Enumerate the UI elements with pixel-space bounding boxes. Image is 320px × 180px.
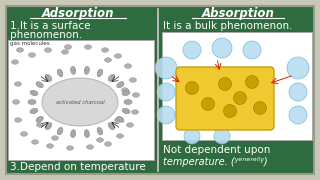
FancyBboxPatch shape <box>176 67 274 130</box>
Ellipse shape <box>86 145 93 149</box>
Ellipse shape <box>45 74 52 81</box>
Circle shape <box>157 106 175 124</box>
Circle shape <box>202 98 214 111</box>
Ellipse shape <box>122 88 129 92</box>
Ellipse shape <box>52 136 59 140</box>
Circle shape <box>243 41 261 59</box>
Ellipse shape <box>122 90 130 96</box>
Ellipse shape <box>65 45 71 49</box>
Text: activated charcoal: activated charcoal <box>56 100 104 105</box>
Ellipse shape <box>42 78 118 126</box>
Circle shape <box>287 57 309 79</box>
Ellipse shape <box>84 45 92 49</box>
Ellipse shape <box>14 118 21 122</box>
Circle shape <box>184 128 200 144</box>
Ellipse shape <box>71 130 76 138</box>
Bar <box>162 32 312 140</box>
Ellipse shape <box>84 66 89 74</box>
Text: temperature. (ʸᵉⁿᵉʳᵉˡˡʸ): temperature. (ʸᵉⁿᵉʳᵉˡˡʸ) <box>163 157 268 167</box>
Ellipse shape <box>108 123 115 130</box>
Circle shape <box>289 83 307 101</box>
Ellipse shape <box>84 130 89 138</box>
Ellipse shape <box>101 48 108 52</box>
Circle shape <box>245 75 259 89</box>
Ellipse shape <box>122 108 130 114</box>
Ellipse shape <box>12 60 19 64</box>
Text: Absorption: Absorption <box>202 6 275 19</box>
Circle shape <box>253 102 267 114</box>
Ellipse shape <box>31 140 38 144</box>
Ellipse shape <box>28 100 36 105</box>
Text: gas molecules: gas molecules <box>10 42 50 46</box>
Text: Adsorption: Adsorption <box>42 6 114 19</box>
Ellipse shape <box>126 123 133 127</box>
Ellipse shape <box>44 48 52 52</box>
Ellipse shape <box>105 58 111 62</box>
Circle shape <box>157 83 175 101</box>
Ellipse shape <box>116 134 124 138</box>
Text: 3.Depend on temperature: 3.Depend on temperature <box>10 162 146 172</box>
Circle shape <box>234 91 246 105</box>
Text: Not dependent upon: Not dependent upon <box>163 145 270 155</box>
Text: phenomenon.: phenomenon. <box>10 30 82 40</box>
Circle shape <box>183 41 201 59</box>
Ellipse shape <box>97 127 103 135</box>
Ellipse shape <box>115 118 122 122</box>
Ellipse shape <box>132 110 139 114</box>
Circle shape <box>212 38 232 58</box>
Text: 1.It is a surface: 1.It is a surface <box>10 21 91 31</box>
Ellipse shape <box>45 123 52 130</box>
Ellipse shape <box>36 116 43 122</box>
Circle shape <box>223 105 236 118</box>
Ellipse shape <box>105 142 111 146</box>
Circle shape <box>214 128 230 144</box>
Ellipse shape <box>36 123 44 127</box>
Circle shape <box>289 106 307 124</box>
Ellipse shape <box>36 82 43 88</box>
Ellipse shape <box>132 93 140 97</box>
Circle shape <box>155 57 177 79</box>
Ellipse shape <box>14 82 21 86</box>
Ellipse shape <box>17 48 23 52</box>
Circle shape <box>186 82 198 94</box>
Ellipse shape <box>108 74 115 81</box>
Bar <box>8 40 154 160</box>
Circle shape <box>219 78 231 91</box>
Ellipse shape <box>97 138 103 142</box>
Ellipse shape <box>57 127 63 135</box>
Ellipse shape <box>117 82 124 88</box>
Ellipse shape <box>20 132 28 136</box>
Ellipse shape <box>57 69 63 77</box>
Text: It is a bulk phenomenon.: It is a bulk phenomenon. <box>163 21 292 31</box>
Ellipse shape <box>71 66 76 74</box>
Ellipse shape <box>130 78 137 82</box>
Ellipse shape <box>28 53 36 57</box>
Ellipse shape <box>117 116 124 122</box>
Ellipse shape <box>115 54 122 58</box>
Ellipse shape <box>12 100 20 104</box>
Ellipse shape <box>67 146 74 150</box>
Ellipse shape <box>124 64 132 68</box>
Ellipse shape <box>30 108 38 114</box>
Ellipse shape <box>97 69 103 77</box>
Ellipse shape <box>46 144 53 148</box>
Ellipse shape <box>61 50 68 54</box>
Ellipse shape <box>30 90 38 96</box>
Ellipse shape <box>124 100 132 105</box>
